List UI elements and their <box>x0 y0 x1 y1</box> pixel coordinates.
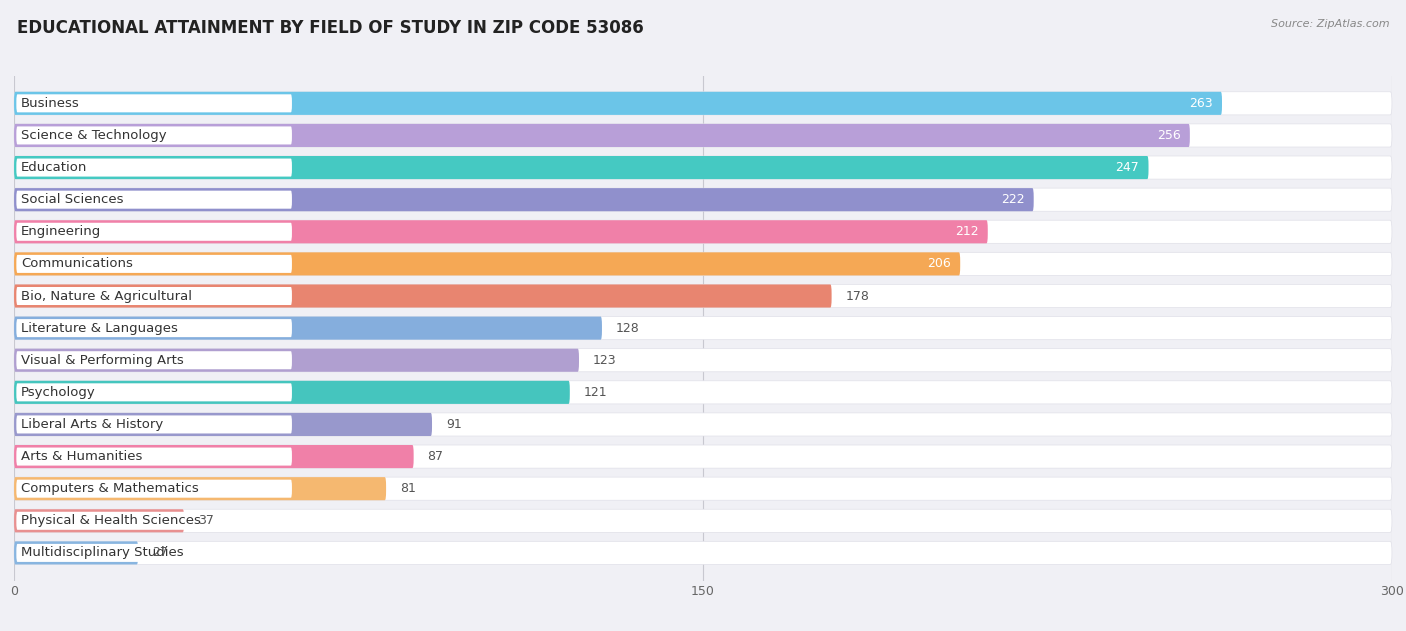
FancyBboxPatch shape <box>14 380 569 404</box>
Text: Education: Education <box>21 161 87 174</box>
FancyBboxPatch shape <box>17 512 292 530</box>
FancyBboxPatch shape <box>17 351 292 369</box>
FancyBboxPatch shape <box>14 413 432 436</box>
Text: 222: 222 <box>1001 193 1025 206</box>
Text: 178: 178 <box>845 290 869 302</box>
FancyBboxPatch shape <box>14 509 1392 533</box>
FancyBboxPatch shape <box>14 285 1392 307</box>
Text: 128: 128 <box>616 322 640 334</box>
Text: 256: 256 <box>1157 129 1181 142</box>
Text: Engineering: Engineering <box>21 225 101 239</box>
Text: 212: 212 <box>955 225 979 239</box>
Text: 87: 87 <box>427 450 443 463</box>
FancyBboxPatch shape <box>14 380 1392 404</box>
FancyBboxPatch shape <box>14 156 1392 179</box>
Text: Multidisciplinary Studies: Multidisciplinary Studies <box>21 546 184 560</box>
FancyBboxPatch shape <box>17 544 292 562</box>
FancyBboxPatch shape <box>17 255 292 273</box>
Text: Psychology: Psychology <box>21 386 96 399</box>
FancyBboxPatch shape <box>14 188 1392 211</box>
Text: Bio, Nature & Agricultural: Bio, Nature & Agricultural <box>21 290 193 302</box>
FancyBboxPatch shape <box>14 445 413 468</box>
Text: 91: 91 <box>446 418 461 431</box>
Text: 121: 121 <box>583 386 607 399</box>
FancyBboxPatch shape <box>14 124 1189 147</box>
FancyBboxPatch shape <box>17 287 292 305</box>
Text: Computers & Mathematics: Computers & Mathematics <box>21 482 198 495</box>
FancyBboxPatch shape <box>14 156 1149 179</box>
FancyBboxPatch shape <box>14 124 1392 147</box>
FancyBboxPatch shape <box>14 252 960 276</box>
Text: 263: 263 <box>1189 97 1213 110</box>
FancyBboxPatch shape <box>14 91 1222 115</box>
Text: Science & Technology: Science & Technology <box>21 129 166 142</box>
Text: Social Sciences: Social Sciences <box>21 193 124 206</box>
FancyBboxPatch shape <box>14 220 1392 244</box>
FancyBboxPatch shape <box>14 188 1033 211</box>
FancyBboxPatch shape <box>14 220 988 244</box>
FancyBboxPatch shape <box>14 477 387 500</box>
FancyBboxPatch shape <box>14 477 1392 500</box>
FancyBboxPatch shape <box>14 91 1392 115</box>
FancyBboxPatch shape <box>14 413 1392 436</box>
FancyBboxPatch shape <box>14 349 579 372</box>
FancyBboxPatch shape <box>14 509 184 533</box>
Text: 206: 206 <box>928 257 950 271</box>
Text: 123: 123 <box>593 354 616 367</box>
Text: Visual & Performing Arts: Visual & Performing Arts <box>21 354 184 367</box>
Text: Physical & Health Sciences: Physical & Health Sciences <box>21 514 201 528</box>
FancyBboxPatch shape <box>17 480 292 498</box>
FancyBboxPatch shape <box>17 383 292 401</box>
Text: 81: 81 <box>399 482 416 495</box>
FancyBboxPatch shape <box>14 541 138 565</box>
FancyBboxPatch shape <box>17 126 292 144</box>
Text: 27: 27 <box>152 546 167 560</box>
FancyBboxPatch shape <box>14 445 1392 468</box>
FancyBboxPatch shape <box>17 191 292 209</box>
Text: Arts & Humanities: Arts & Humanities <box>21 450 142 463</box>
FancyBboxPatch shape <box>14 349 1392 372</box>
FancyBboxPatch shape <box>14 317 602 339</box>
FancyBboxPatch shape <box>14 317 1392 339</box>
FancyBboxPatch shape <box>17 158 292 177</box>
FancyBboxPatch shape <box>17 447 292 466</box>
Text: Literature & Languages: Literature & Languages <box>21 322 177 334</box>
FancyBboxPatch shape <box>14 285 831 307</box>
FancyBboxPatch shape <box>14 252 1392 276</box>
Text: Business: Business <box>21 97 80 110</box>
FancyBboxPatch shape <box>17 223 292 241</box>
Text: Communications: Communications <box>21 257 132 271</box>
Text: EDUCATIONAL ATTAINMENT BY FIELD OF STUDY IN ZIP CODE 53086: EDUCATIONAL ATTAINMENT BY FIELD OF STUDY… <box>17 19 644 37</box>
FancyBboxPatch shape <box>17 415 292 433</box>
Text: Liberal Arts & History: Liberal Arts & History <box>21 418 163 431</box>
FancyBboxPatch shape <box>14 541 1392 565</box>
Text: Source: ZipAtlas.com: Source: ZipAtlas.com <box>1271 19 1389 29</box>
FancyBboxPatch shape <box>17 94 292 112</box>
Text: 37: 37 <box>198 514 214 528</box>
FancyBboxPatch shape <box>17 319 292 337</box>
Text: 247: 247 <box>1115 161 1139 174</box>
